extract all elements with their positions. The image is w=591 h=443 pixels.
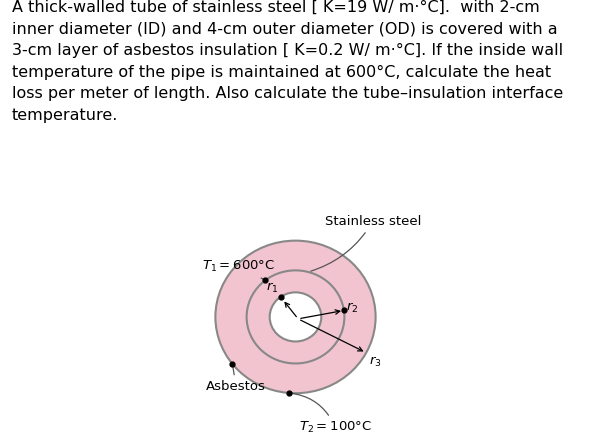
- Text: Stainless steel: Stainless steel: [311, 215, 421, 271]
- Ellipse shape: [269, 292, 322, 342]
- Text: $T_1 = 600$°C: $T_1 = 600$°C: [202, 259, 275, 279]
- Ellipse shape: [215, 241, 376, 393]
- Text: $r_1$: $r_1$: [266, 281, 278, 295]
- Text: Asbestos: Asbestos: [206, 367, 266, 393]
- Text: $r_2$: $r_2$: [346, 301, 359, 315]
- Text: $r_3$: $r_3$: [369, 355, 382, 369]
- Text: A thick-walled tube of stainless steel [ K=19 W/ m·°C].  with 2-cm
inner diamete: A thick-walled tube of stainless steel […: [12, 0, 563, 123]
- Text: $T_2 = 100$°C: $T_2 = 100$°C: [291, 393, 372, 435]
- Ellipse shape: [246, 270, 345, 363]
